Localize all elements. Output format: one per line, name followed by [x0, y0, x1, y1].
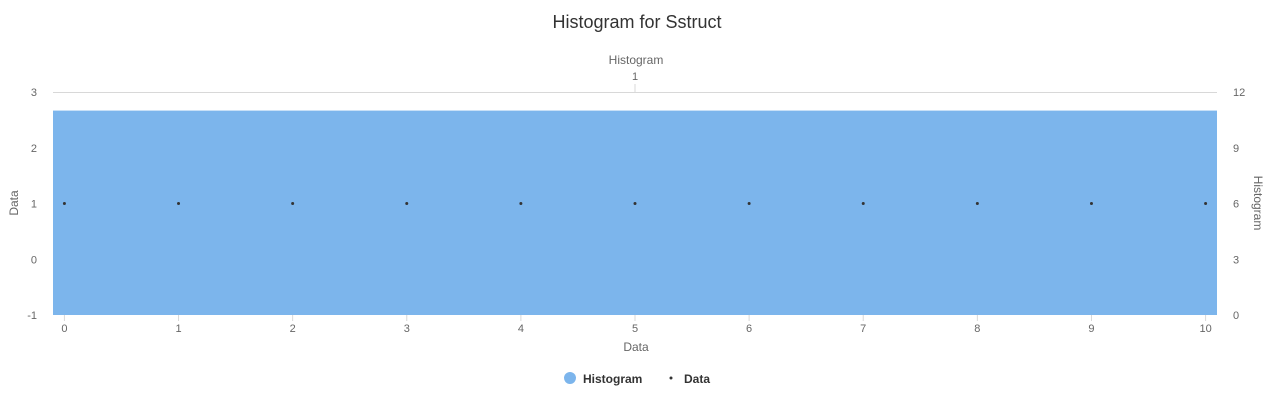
histogram-bar[interactable]: [53, 110, 1217, 315]
legend-data-label[interactable]: Data: [684, 372, 710, 386]
bottom-tick-label: 10: [1199, 323, 1211, 335]
data-point[interactable]: [519, 202, 523, 205]
data-point[interactable]: [291, 202, 295, 205]
data-point[interactable]: [177, 202, 181, 205]
top-axis-ticks: 1: [632, 71, 638, 92]
legend-histogram-label[interactable]: Histogram: [583, 372, 642, 386]
legend-data-symbol[interactable]: [669, 376, 673, 380]
right-tick-label: 9: [1233, 143, 1239, 155]
data-points[interactable]: [62, 202, 1208, 205]
bottom-tick-label: 2: [290, 323, 296, 335]
bottom-tick-label: 0: [61, 323, 67, 335]
top-tick-label: 1: [632, 71, 638, 83]
data-point[interactable]: [405, 202, 409, 205]
bottom-tick-label: 9: [1088, 323, 1094, 335]
top-axis-title: Histogram: [609, 53, 664, 67]
bottom-axis-ticks: 0 1 2 3 4 5 6 7 8 9 10: [61, 315, 1212, 335]
right-axis-title: Histogram: [1251, 176, 1265, 231]
data-point[interactable]: [1089, 202, 1093, 205]
right-tick-label: 6: [1233, 199, 1239, 211]
right-axis-ticks: 0 3 6 9 12: [1233, 87, 1245, 322]
data-point[interactable]: [62, 202, 66, 205]
data-point[interactable]: [1204, 202, 1208, 205]
legend: Histogram Data: [564, 372, 710, 386]
bottom-tick-label: 8: [974, 323, 980, 335]
legend-histogram-symbol[interactable]: [564, 372, 576, 384]
bottom-tick-label: 6: [746, 323, 752, 335]
bottom-tick-label: 3: [404, 323, 410, 335]
data-point[interactable]: [975, 202, 979, 205]
left-axis-ticks: -1 0 1 2 3: [27, 87, 37, 322]
data-point[interactable]: [861, 202, 865, 205]
left-tick-label: 2: [31, 143, 37, 155]
bottom-tick-label: 4: [518, 323, 524, 335]
right-tick-label: 0: [1233, 310, 1239, 322]
bottom-tick-label: 5: [632, 323, 638, 335]
bottom-tick-label: 7: [860, 323, 866, 335]
left-tick-label: 3: [31, 87, 37, 99]
left-tick-label: 0: [31, 254, 37, 266]
left-tick-label: 1: [31, 199, 37, 211]
right-tick-label: 12: [1233, 87, 1245, 99]
bottom-tick-label: 1: [175, 323, 181, 335]
bottom-axis-title: Data: [623, 340, 649, 354]
left-axis-title: Data: [7, 190, 21, 216]
data-point[interactable]: [633, 202, 637, 205]
data-point[interactable]: [747, 202, 751, 205]
histogram-bars[interactable]: [53, 110, 1217, 315]
chart-title: Histogram for Sstruct: [552, 12, 721, 32]
right-tick-label: 3: [1233, 254, 1239, 266]
left-tick-label: -1: [27, 310, 37, 322]
